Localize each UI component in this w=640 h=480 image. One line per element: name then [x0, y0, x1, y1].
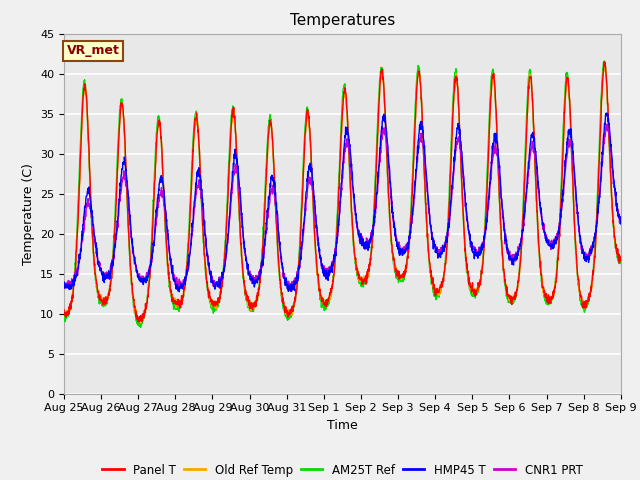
Y-axis label: Temperature (C): Temperature (C) [22, 163, 35, 264]
Title: Temperatures: Temperatures [290, 13, 395, 28]
Text: VR_met: VR_met [67, 44, 120, 58]
Legend: Panel T, Old Ref Temp, AM25T Ref, HMP45 T, CNR1 PRT: Panel T, Old Ref Temp, AM25T Ref, HMP45 … [98, 459, 587, 480]
X-axis label: Time: Time [327, 419, 358, 432]
